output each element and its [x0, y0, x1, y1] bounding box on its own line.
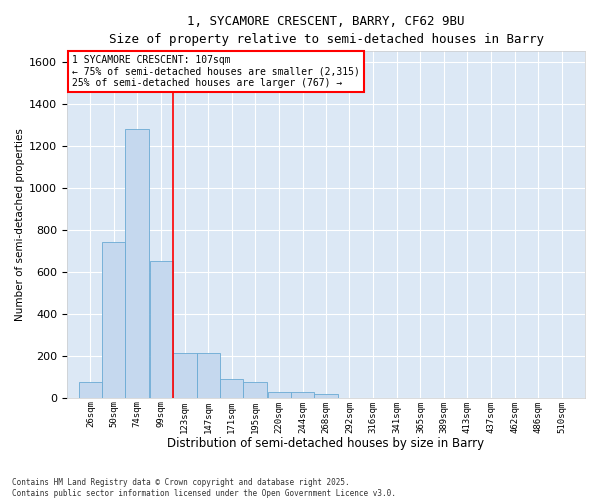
Bar	[197, 352, 220, 398]
Y-axis label: Number of semi-detached properties: Number of semi-detached properties	[15, 128, 25, 321]
Bar	[291, 392, 314, 398]
Bar	[243, 382, 266, 398]
Bar	[79, 382, 102, 398]
Title: 1, SYCAMORE CRESCENT, BARRY, CF62 9BU
Size of property relative to semi-detached: 1, SYCAMORE CRESCENT, BARRY, CF62 9BU Si…	[109, 15, 544, 46]
X-axis label: Distribution of semi-detached houses by size in Barry: Distribution of semi-detached houses by …	[167, 437, 485, 450]
Bar	[173, 352, 197, 398]
Bar	[125, 129, 149, 398]
Bar	[268, 392, 291, 398]
Bar	[314, 394, 338, 398]
Bar	[220, 379, 243, 398]
Text: Contains HM Land Registry data © Crown copyright and database right 2025.
Contai: Contains HM Land Registry data © Crown c…	[12, 478, 396, 498]
Text: 1 SYCAMORE CRESCENT: 107sqm
← 75% of semi-detached houses are smaller (2,315)
25: 1 SYCAMORE CRESCENT: 107sqm ← 75% of sem…	[72, 55, 360, 88]
Bar	[102, 242, 125, 398]
Bar	[150, 262, 173, 398]
